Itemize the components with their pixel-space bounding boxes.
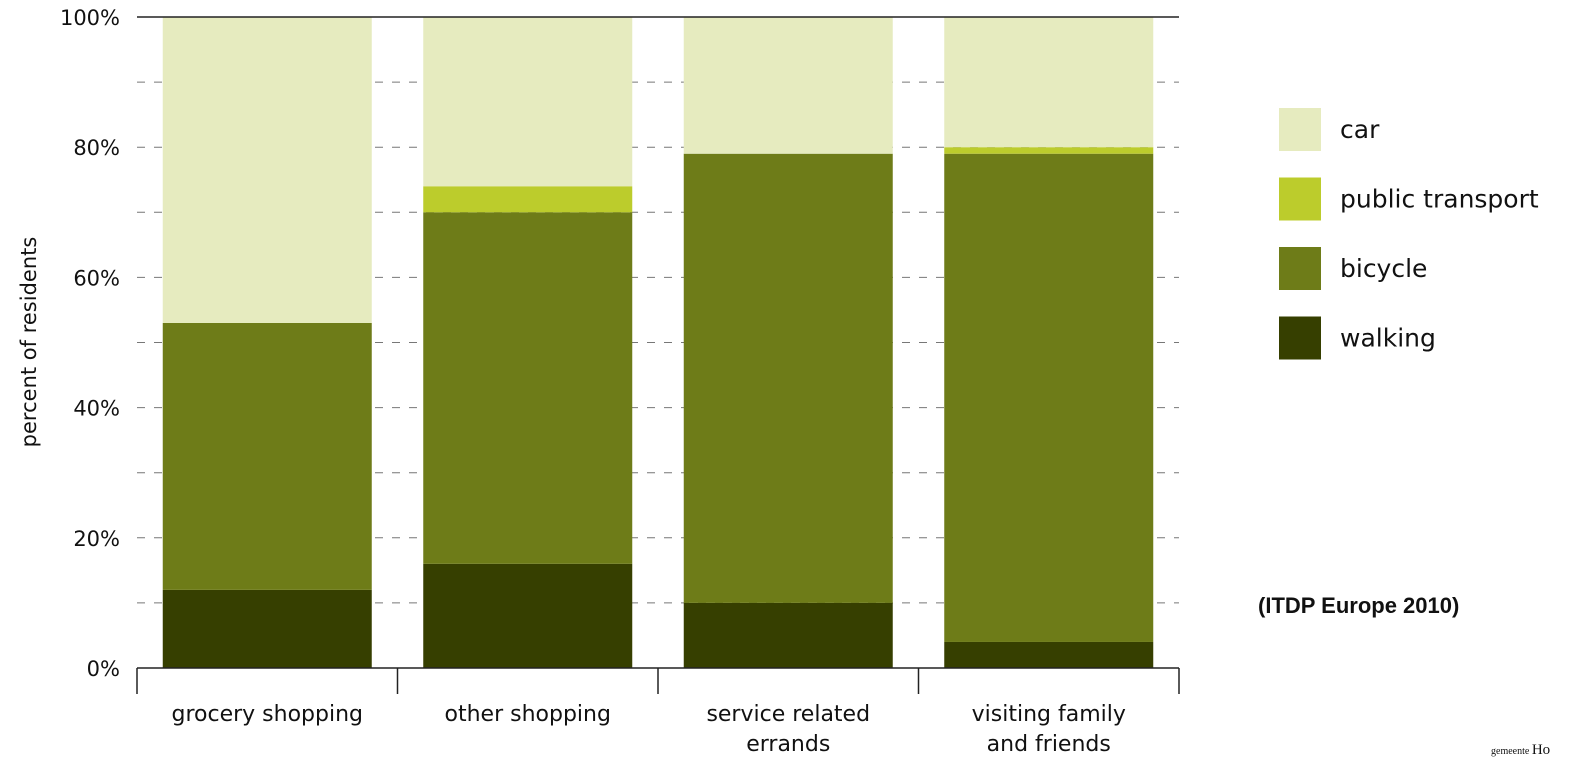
bar-segment-bicycle <box>162 322 372 590</box>
bar-segment-public-transport <box>423 186 633 213</box>
bar-segment-public-transport <box>944 147 1154 154</box>
x-category-label: and friends <box>987 732 1111 757</box>
bar-segment-walking <box>162 589 372 668</box>
bar-segment-bicycle <box>944 153 1154 642</box>
legend-label-bicycle: bicycle <box>1340 254 1427 283</box>
bar-segment-car <box>683 17 893 154</box>
y-tick-label: 80% <box>73 136 120 160</box>
category-labels: grocery shopping other shopping service re… <box>172 702 1126 757</box>
legend-swatch-bicycle <box>1279 247 1321 290</box>
bar-segment-bicycle <box>683 153 893 603</box>
logo-small-text: gemeente <box>1491 746 1530 757</box>
y-tick-labels: 0% 20% 40% 60% 80% 100% <box>60 6 120 681</box>
legend: car public transport bicycle walking <box>1279 108 1539 360</box>
bar-segment-car <box>944 17 1154 148</box>
logo: gemeente Ho <box>1491 742 1581 759</box>
legend-swatch-walking <box>1279 316 1321 360</box>
y-axis-label: percent of residents <box>17 237 41 448</box>
source-note: (ITDP Europe 2010) <box>1258 593 1460 618</box>
y-tick-label: 20% <box>73 527 120 551</box>
y-tick-label: 40% <box>73 397 120 421</box>
bar-segment-walking <box>423 563 633 668</box>
x-category-label: errands <box>746 732 830 757</box>
legend-swatch-car <box>1279 108 1321 151</box>
x-category-label: service related <box>706 702 870 727</box>
x-category-label: grocery shopping <box>172 702 364 727</box>
legend-swatch-public-transport <box>1279 177 1321 221</box>
legend-label-walking: walking <box>1340 324 1436 353</box>
logo-large-text: Ho <box>1531 742 1551 758</box>
bars <box>162 17 1154 668</box>
y-tick-label: 60% <box>73 266 120 290</box>
axes <box>136 16 1180 694</box>
bar-segment-walking <box>944 641 1154 668</box>
y-tick-label: 0% <box>87 657 120 681</box>
x-category-label: other shopping <box>445 702 611 727</box>
y-tick-label: 100% <box>60 6 120 30</box>
bar-segment-bicycle <box>423 212 633 564</box>
bar-segment-car <box>162 17 372 323</box>
bar-segment-walking <box>683 602 893 668</box>
x-category-label: visiting family <box>972 702 1126 727</box>
legend-label-public-transport: public transport <box>1340 185 1539 214</box>
legend-label-car: car <box>1340 115 1380 144</box>
bar-segment-car <box>423 17 633 187</box>
